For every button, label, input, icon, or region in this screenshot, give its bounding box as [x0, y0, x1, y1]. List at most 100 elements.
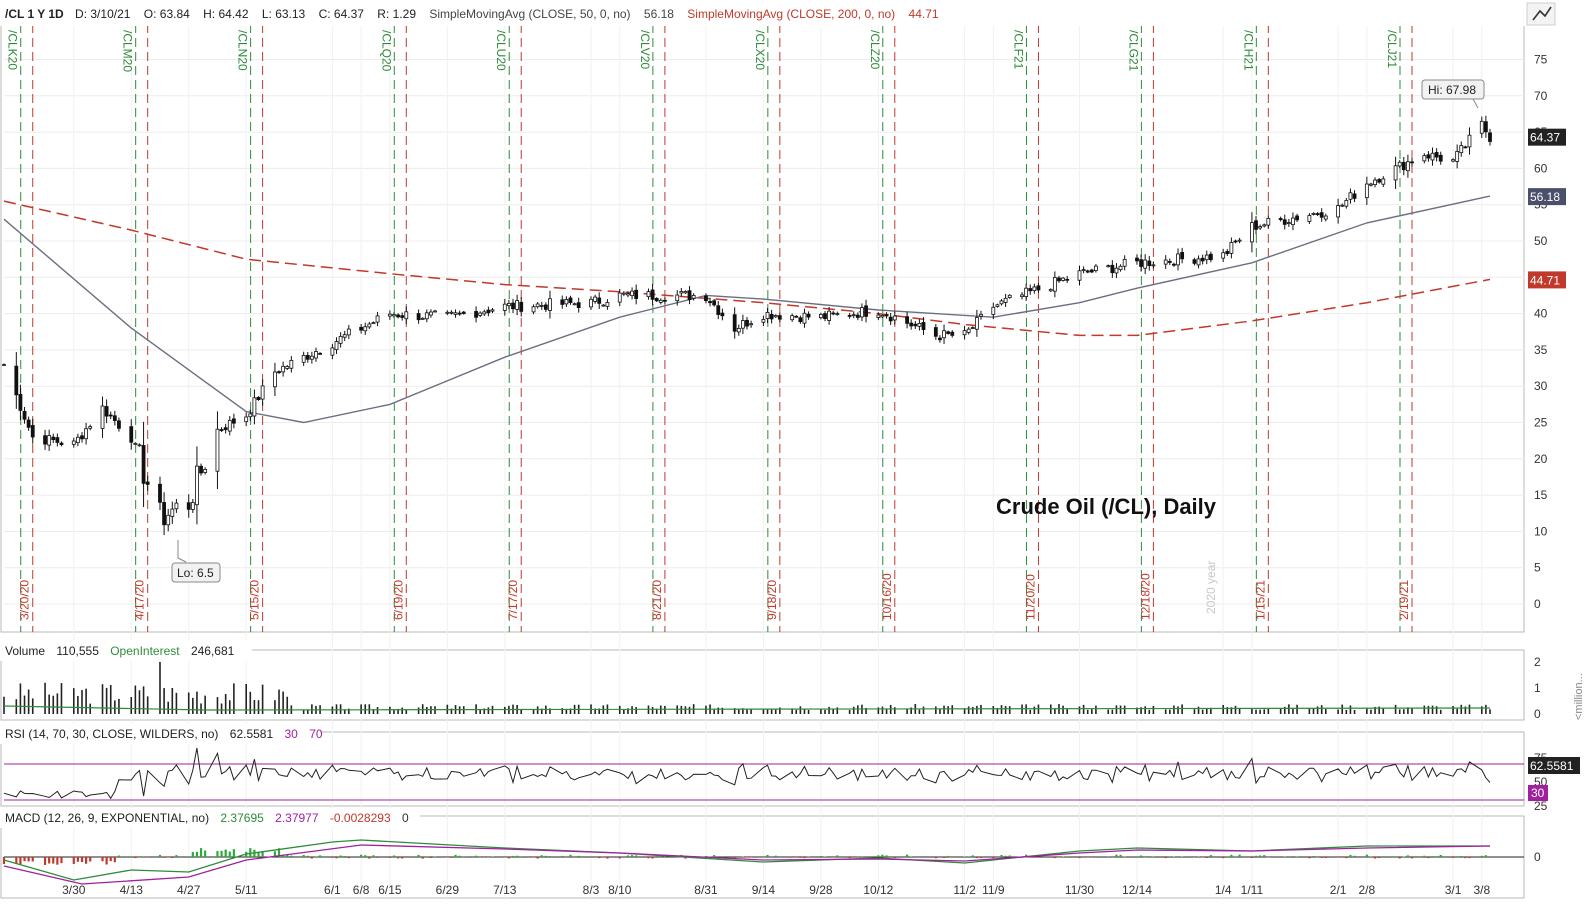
sma50-study-label[interactable]: SimpleMovingAvg (CLOSE, 50, 0, no) [429, 7, 630, 21]
candle-body [141, 445, 146, 484]
candle-body [416, 313, 421, 321]
candle-body [1344, 200, 1349, 207]
low-callout: Lo: 6.5 [171, 540, 221, 583]
macd-title[interactable]: MACD (12, 26, 9, EXPONENTIAL, no) [5, 811, 209, 825]
rsi-title[interactable]: RSI (14, 70, 30, CLOSE, WILDERS, no) [5, 727, 218, 741]
candle-body [1221, 252, 1226, 259]
candle-body [535, 303, 540, 308]
high-callout: Hi: 67.98 [1421, 79, 1485, 109]
time-tick-label: 6/1 [324, 883, 341, 897]
candle-body [646, 291, 651, 298]
candle-body [367, 323, 372, 328]
rollover-date-label: 4/17/20 [133, 580, 147, 620]
rollover-date-label: 2/19/21 [1397, 580, 1411, 620]
candle-body [921, 322, 926, 331]
candle-body [593, 296, 598, 302]
rollover-date-label: 8/21/20 [650, 580, 664, 620]
candle-body [231, 418, 236, 424]
rsi-flag-value: 62.5581 [1530, 759, 1574, 773]
candle-body [663, 299, 667, 302]
candle-body [745, 319, 749, 327]
candle-body [519, 301, 524, 312]
candle-body [1110, 264, 1115, 274]
volume-value: 110,555 [56, 644, 99, 658]
candle-body [1147, 260, 1152, 266]
candle-body [568, 297, 573, 303]
time-tick-label: 4/27 [177, 883, 201, 897]
candle-body [1163, 259, 1168, 265]
candle-body [1176, 253, 1180, 266]
candle-body [835, 313, 840, 315]
candle-body [1167, 261, 1172, 263]
candle-body [1319, 212, 1324, 218]
candle-body [576, 302, 581, 308]
candle-body [1250, 222, 1254, 243]
candle-body [1286, 222, 1291, 225]
candle-body [1467, 134, 1472, 148]
time-tick-label: 12/14 [1122, 883, 1152, 897]
candle-body [1258, 226, 1263, 229]
volume-title[interactable]: Volume [5, 644, 45, 658]
macd-value-1: 2.37695 [220, 811, 264, 825]
candle-body [1061, 277, 1065, 281]
candle-body [174, 502, 179, 510]
candle-body [634, 289, 639, 299]
time-tick-label: 10/12 [863, 883, 893, 897]
candle-body [1369, 183, 1373, 186]
candle-body [1434, 152, 1439, 158]
candle-body [117, 420, 121, 429]
candle-body [1003, 297, 1008, 303]
rollover-symbol-label: /CLK20 [6, 30, 20, 70]
sma50-value: 56.18 [644, 7, 674, 21]
candle-body [1196, 258, 1201, 266]
rsi-value-flag: 62.5581 [1528, 757, 1580, 774]
candle-body [47, 435, 52, 446]
rollover-symbol-label: /CLG21 [1126, 30, 1140, 72]
rsi-panel-header: RSI (14, 70, 30, CLOSE, WILDERS, no) 62.… [5, 727, 323, 741]
candle-body [1065, 278, 1070, 281]
time-tick-label: 7/13 [493, 883, 517, 897]
rollover-symbol-label: /CLU20 [494, 30, 508, 71]
candle-body [1463, 146, 1468, 149]
candle-body [1048, 289, 1053, 292]
candle-body [482, 311, 487, 315]
candle-body [203, 469, 208, 473]
candle-body [100, 405, 105, 429]
candle-body [942, 330, 946, 339]
symbol-label[interactable]: /CL 1 Y 1D [5, 7, 64, 21]
chart-header: /CL 1 Y 1D D: 3/10/21 O: 63.84 H: 64.42 … [5, 7, 939, 21]
candle-body [318, 352, 322, 355]
candle-body [1364, 183, 1369, 199]
candle-body [913, 323, 918, 327]
candle-body [1085, 270, 1090, 273]
candle-body [658, 299, 663, 303]
chart-style-icon[interactable] [1526, 2, 1556, 26]
candle-body [1291, 217, 1295, 226]
price-tick-label: 40 [1534, 307, 1548, 321]
candle-body [1139, 259, 1143, 267]
candle-body [1282, 219, 1287, 225]
rollover-symbol-label: /CLJ21 [1385, 30, 1399, 68]
candle-body [847, 314, 852, 317]
low-label: L: 63.13 [262, 7, 306, 21]
time-tick-label: 1/4 [1215, 883, 1232, 897]
sma200-flag-value: 44.71 [1530, 273, 1560, 287]
candle-body [855, 314, 860, 318]
oi-title[interactable]: OpenInterest [110, 644, 180, 658]
candle-body [338, 335, 343, 344]
candle-body [363, 326, 368, 332]
candle-body [88, 426, 93, 429]
rollover-date-label: 5/15/20 [248, 580, 262, 620]
sub-panels: 2107550250 [2, 655, 1548, 885]
time-tick-label: 2/1 [1330, 883, 1347, 897]
sma200-study-label[interactable]: SimpleMovingAvg (CLOSE, 200, 0, no) [687, 7, 895, 21]
candle-body [1311, 213, 1316, 215]
candle-body [404, 311, 409, 320]
candle-body [43, 435, 47, 445]
candle-body [1192, 259, 1197, 264]
candle-body [1381, 178, 1386, 185]
rsi-tick-label: 25 [1534, 799, 1548, 813]
candle-body [1262, 224, 1267, 227]
candle-body [1057, 277, 1061, 282]
